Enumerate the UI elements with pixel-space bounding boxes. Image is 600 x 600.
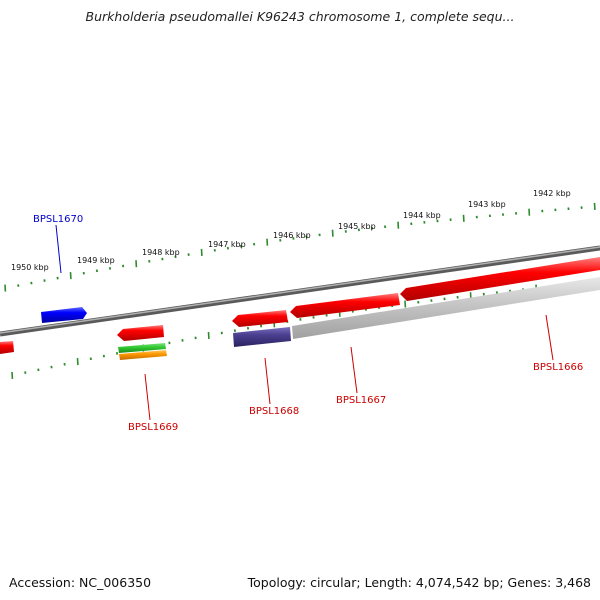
accession-text: Accession: NC_006350 (9, 575, 152, 590)
gene-bpsl1668[interactable] (232, 310, 288, 327)
gene-label-bpsl1670[interactable]: BPSL1670 (33, 214, 83, 225)
gene-label-bpsl1669[interactable]: BPSL1669 (128, 422, 178, 433)
tick-label: 1943 kbp (468, 200, 506, 209)
tick-label: 1945 kbp (338, 222, 376, 231)
feature-orange[interactable] (119, 350, 167, 360)
tick-label: 1947 kbp (208, 240, 246, 249)
outer-tick-ring (4, 202, 596, 292)
tick-label: 1950 kbp (11, 263, 49, 272)
gene-bpsl1667[interactable] (290, 293, 400, 318)
gene-label-bpsl1666[interactable]: BPSL1666 (533, 362, 583, 373)
feature-green[interactable] (118, 343, 166, 353)
gene-fragment-left[interactable] (0, 341, 14, 354)
tick-label: 1944 kbp (403, 211, 441, 220)
gene-labels: BPSL1670 BPSL1669 BPSL1668 BPSL1667 BPSL… (33, 214, 583, 433)
backbone-outer (0, 245, 600, 337)
gene-label-bpsl1667[interactable]: BPSL1667 (336, 395, 386, 406)
tick-label: 1946 kbp (273, 231, 311, 240)
feature-purple[interactable] (233, 327, 291, 347)
gene-bpsl1670[interactable] (41, 307, 87, 323)
backbone-highlight (0, 246, 600, 334)
gene-bpsl1669[interactable] (117, 325, 164, 341)
tick-labels: 1950 kbp 1949 kbp 1948 kbp 1947 kbp 1946… (11, 189, 571, 272)
tick-label: 1948 kbp (142, 248, 180, 257)
map-title: Burkholderia pseudomallei K96243 chromos… (85, 9, 515, 24)
feature-grey[interactable] (292, 277, 600, 339)
tick-label: 1942 kbp (533, 189, 571, 198)
tick-label: 1949 kbp (77, 256, 115, 265)
gene-bpsl1666[interactable] (400, 257, 600, 301)
label-leaders (55, 224, 554, 421)
topology-text: Topology: circular; Length: 4,074,542 bp… (247, 575, 591, 590)
gene-label-bpsl1668[interactable]: BPSL1668 (249, 406, 299, 417)
gene-features (0, 257, 600, 360)
